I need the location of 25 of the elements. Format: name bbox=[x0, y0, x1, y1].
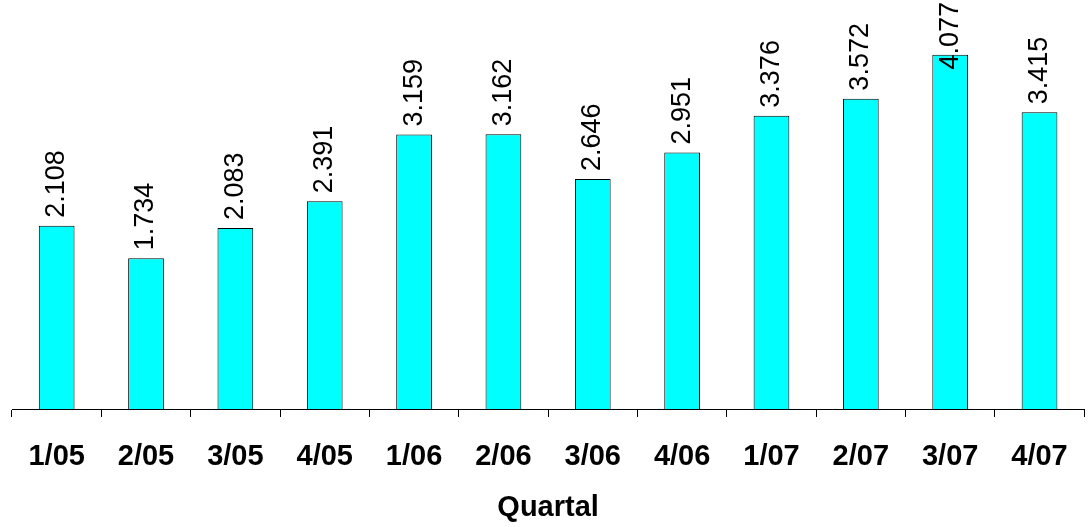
data-label: 3.572 bbox=[844, 23, 875, 91]
data-label: 4.077 bbox=[933, 1, 964, 70]
data-label: 2.108 bbox=[40, 150, 71, 218]
data-label: 2.646 bbox=[576, 103, 607, 172]
x-tick-label: 4/07 bbox=[1011, 439, 1068, 472]
data-label: 3.159 bbox=[397, 58, 428, 127]
x-tick-label: 3/07 bbox=[921, 439, 979, 472]
data-label: 3.162 bbox=[486, 58, 517, 127]
x-tick-label: 2/05 bbox=[117, 439, 175, 472]
data-label: 2.083 bbox=[218, 152, 249, 221]
x-tick-label: 1/06 bbox=[385, 439, 443, 472]
x-tick-label: 2/06 bbox=[475, 439, 532, 472]
data-label: 1.734 bbox=[129, 182, 160, 251]
x-tick-label: 1/05 bbox=[28, 439, 85, 472]
x-tick-label: 3/05 bbox=[207, 439, 264, 472]
data-label: 3.376 bbox=[754, 40, 785, 108]
data-label: 3.415 bbox=[1022, 36, 1053, 105]
data-label: 2.951 bbox=[665, 77, 696, 145]
x-tick-label: 3/06 bbox=[564, 439, 621, 472]
x-tick-label: 1/07 bbox=[743, 439, 800, 472]
x-axis-title: Quartal bbox=[497, 489, 599, 522]
x-tick-label: 2/07 bbox=[832, 439, 890, 472]
x-tick-label: 4/06 bbox=[653, 439, 711, 472]
data-label: 2.391 bbox=[308, 125, 339, 194]
x-tick-label: 4/05 bbox=[296, 439, 353, 472]
